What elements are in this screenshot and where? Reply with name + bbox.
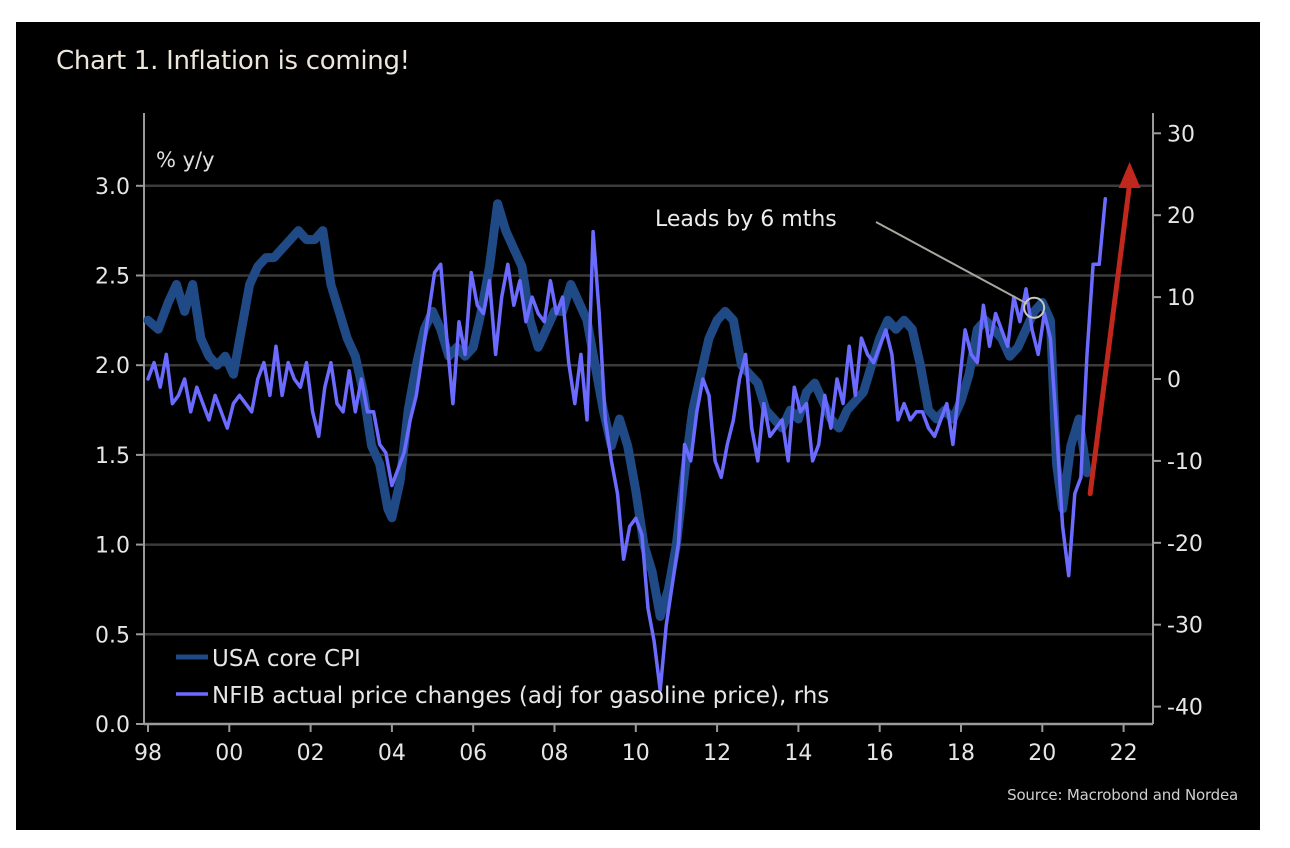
axes xyxy=(143,113,1154,726)
legend-label: NFIB actual price changes (adj for gasol… xyxy=(212,683,829,709)
x-tick-label: 02 xyxy=(297,741,325,766)
y-right-tick-label: -40 xyxy=(1167,696,1203,721)
x-tick-label: 18 xyxy=(947,741,975,766)
x-tick-label: 00 xyxy=(215,741,243,766)
x-tick-label: 98 xyxy=(134,741,162,766)
y-left-tick-label: 1.5 xyxy=(95,444,130,469)
y-right-tick-label: -20 xyxy=(1167,532,1203,557)
y-axis-unit-label: % y/y xyxy=(156,148,215,172)
annotation-marker xyxy=(1023,296,1046,319)
annotation: Leads by 6 mths xyxy=(655,207,1046,319)
trend-arrow-head xyxy=(1118,162,1141,189)
annotation-leader-line xyxy=(875,221,1028,305)
series-line-usa-core-cpi xyxy=(143,199,1092,621)
y-right-tick-label: -10 xyxy=(1167,450,1203,475)
y-left-tick-label: 3.0 xyxy=(95,175,130,200)
gridlines xyxy=(144,184,1153,636)
legend: USA core CPI NFIB actual price changes (a… xyxy=(176,646,829,709)
series-lines xyxy=(143,197,1108,692)
x-tick-label: 12 xyxy=(703,741,731,766)
y-right-tick-label: -30 xyxy=(1167,614,1203,639)
x-tick-label: 22 xyxy=(1110,741,1138,766)
trend-arrow xyxy=(1087,162,1141,497)
series-line-nfib-price-changes xyxy=(146,197,1108,692)
y-left-tick-label: 0.5 xyxy=(95,623,130,648)
legend-label: USA core CPI xyxy=(212,646,361,672)
trend-arrow-shaft xyxy=(1087,181,1133,497)
y-left-tick-label: 1.0 xyxy=(95,534,130,559)
y-right-tick-label: 0 xyxy=(1167,368,1181,393)
y-axis-right: -40 -30 -20 -10 0 10 20 30 xyxy=(1153,122,1203,721)
y-left-tick-label: 2.5 xyxy=(95,265,130,290)
x-tick-label: 04 xyxy=(378,741,406,766)
x-tick-label: 08 xyxy=(541,741,569,766)
x-tick-label: 06 xyxy=(459,741,487,766)
x-axis-ticks: 98 00 02 04 06 08 10 12 14 16 18 20 22 xyxy=(134,724,1138,766)
y-axis-left: 0.0 0.5 1.0 1.5 2.0 2.5 3.0 xyxy=(95,175,144,738)
y-right-tick-label: 30 xyxy=(1167,122,1195,147)
y-right-tick-label: 10 xyxy=(1167,286,1195,311)
x-tick-label: 10 xyxy=(622,741,650,766)
annotation-label: Leads by 6 mths xyxy=(655,207,837,232)
y-left-tick-label: 0.0 xyxy=(95,713,130,738)
x-tick-label: 20 xyxy=(1028,741,1056,766)
chart-title: Chart 1. Inflation is coming! xyxy=(56,46,410,76)
y-right-tick-label: 20 xyxy=(1167,204,1195,229)
y-left-tick-label: 2.0 xyxy=(95,354,130,379)
x-tick-label: 14 xyxy=(784,741,812,766)
x-tick-label: 16 xyxy=(866,741,894,766)
source-note: Source: Macrobond and Nordea xyxy=(1007,786,1238,804)
